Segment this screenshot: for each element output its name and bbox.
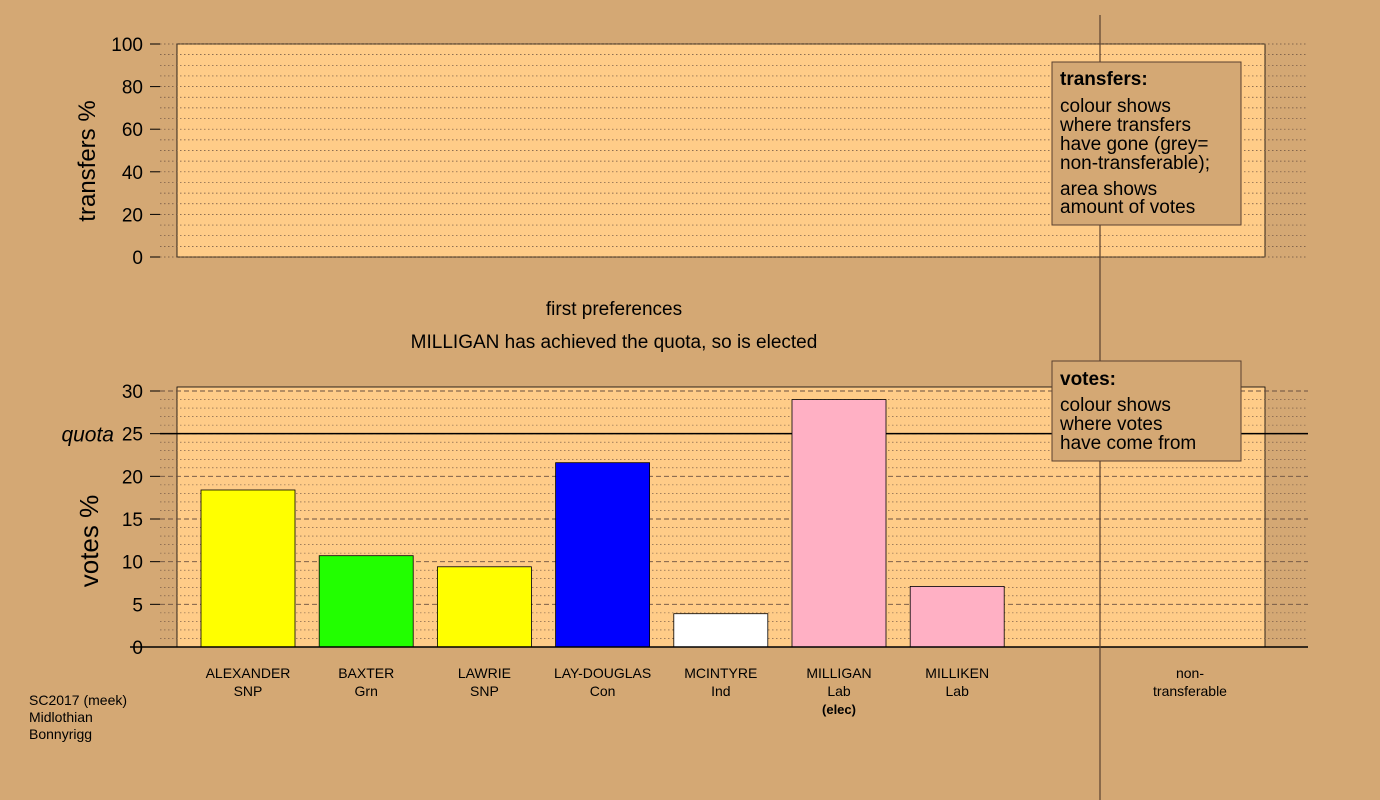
vote-bars	[200, 399, 1005, 648]
transfers-legend-line: have gone (grey=	[1060, 134, 1208, 155]
nontransferable-label-line2: transferable	[1153, 683, 1227, 699]
vote-bar	[909, 586, 1005, 648]
transfers-legend-line: where transfers	[1059, 115, 1191, 136]
chart-subtitle: MILLIGAN has achieved the quota, so is e…	[411, 332, 818, 353]
footer-election: SC2017 (meek)	[29, 692, 127, 708]
vote-bar	[555, 462, 650, 648]
transfers-y-axis-label: transfers %	[74, 100, 101, 221]
vote-bar	[436, 566, 532, 648]
candidate-name-label: MCINTYRE	[684, 665, 757, 681]
transfers-legend-line: colour shows	[1060, 96, 1171, 117]
votes-y-axis: 0 5 10 15 20 25 30	[122, 382, 160, 659]
footer-council: Midlothian	[29, 709, 93, 725]
transfers-legend-line: area shows	[1060, 179, 1157, 200]
candidate-labels: ALEXANDER SNP BAXTER Grn LAWRIE SNP LAY-DOUGLA…	[206, 665, 990, 717]
transfers-y-tick-label: 60	[122, 120, 143, 141]
footer-ward: Bonnyrigg	[29, 726, 92, 742]
votes-y-axis-label: votes %	[74, 495, 104, 588]
votes-y-tick-label: 0	[132, 638, 143, 659]
votes-legend-line: where votes	[1059, 414, 1162, 435]
candidate-party-label: Con	[590, 683, 616, 699]
quota-label: quota	[61, 424, 114, 447]
candidate-name-label: LAWRIE	[458, 665, 511, 681]
votes-legend-title: votes:	[1060, 369, 1116, 390]
candidate-name-label: ALEXANDER	[206, 665, 291, 681]
candidate-party-label: SNP	[470, 683, 499, 699]
candidate-party-label: Lab	[946, 683, 970, 699]
votes-legend-box	[1051, 360, 1242, 462]
candidate-party-label: SNP	[234, 683, 263, 699]
votes-y-tick-label: 15	[122, 510, 143, 531]
candidate-name-label: MILLIKEN	[925, 665, 989, 681]
votes-legend: votes: colour shows where votes have com…	[1051, 360, 1242, 462]
transfers-y-tick-label: 0	[132, 248, 143, 269]
votes-legend-line: have come from	[1060, 433, 1196, 454]
votes-y-tick-label: 30	[122, 382, 143, 403]
nontransferable-label-line1: non-	[1176, 665, 1204, 681]
transfers-y-axis: 0 20 40 60 80 100	[111, 35, 160, 269]
transfers-y-tick-label: 20	[122, 205, 143, 226]
vote-bar	[791, 399, 887, 648]
transfers-legend-title: transfers:	[1060, 69, 1148, 90]
transfers-legend-line: amount of votes	[1060, 197, 1195, 218]
candidate-name-label: LAY-DOUGLAS	[554, 665, 651, 681]
transfers-legend-box	[1051, 61, 1242, 226]
votes-y-tick-label: 5	[132, 595, 143, 616]
transfers-y-tick-label: 80	[122, 78, 143, 99]
votes-legend-line: colour shows	[1060, 395, 1171, 416]
candidate-party-label: Lab	[827, 683, 851, 699]
votes-y-tick-label: 25	[122, 425, 143, 446]
transfers-y-tick-label: 100	[111, 35, 143, 56]
transfers-legend: transfers: colour shows where transfers …	[1051, 61, 1242, 226]
votes-y-tick-label: 10	[122, 553, 143, 574]
transfers-y-tick-label: 40	[122, 163, 143, 184]
transfers-legend-line: non-transferable);	[1060, 153, 1210, 174]
candidate-party-label: Grn	[355, 683, 378, 699]
vote-bar	[673, 613, 769, 648]
elected-note: (elec)	[822, 702, 856, 717]
votes-y-tick-label: 20	[122, 467, 143, 488]
candidate-name-label: BAXTER	[338, 665, 394, 681]
candidate-party-label: Ind	[711, 683, 730, 699]
candidate-name-label: MILLIGAN	[806, 665, 871, 681]
vote-bar	[200, 489, 296, 648]
chart-title: first preferences	[546, 299, 682, 320]
vote-bar	[318, 555, 414, 648]
